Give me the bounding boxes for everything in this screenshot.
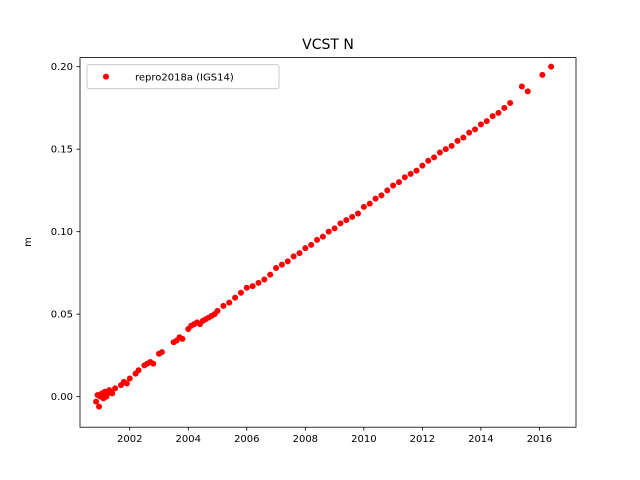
data-point (539, 71, 546, 78)
data-point (123, 380, 130, 387)
data-point (237, 289, 244, 296)
data-point (278, 261, 285, 268)
data-point (255, 279, 262, 286)
data-point (267, 271, 274, 278)
x-tick-label: 2010 (351, 434, 376, 445)
plot-frame (79, 57, 577, 428)
data-point (150, 360, 157, 367)
data-point (395, 179, 402, 186)
data-point (454, 137, 461, 144)
data-point (390, 182, 397, 189)
data-point (477, 121, 484, 128)
data-point (158, 349, 165, 356)
data-point (419, 162, 426, 169)
data-point (96, 403, 103, 410)
data-point (466, 129, 473, 136)
y-axis-label: m (23, 237, 34, 247)
data-point (337, 220, 344, 227)
y-tick-label: 0.00 (51, 392, 73, 403)
data-point (261, 276, 268, 283)
data-point (290, 253, 297, 260)
data-point (501, 104, 508, 111)
data-point (407, 170, 414, 177)
data-point (489, 113, 496, 120)
data-point (518, 83, 525, 90)
data-point (360, 203, 367, 210)
y-tick-label: 0.10 (51, 227, 73, 238)
data-point (366, 200, 373, 207)
x-tick-label: 2008 (293, 434, 318, 445)
data-point (378, 192, 385, 199)
data-point (524, 88, 531, 95)
x-tick-label: 2004 (176, 434, 201, 445)
data-point (302, 245, 309, 252)
data-point (442, 146, 449, 153)
data-point (179, 335, 186, 342)
legend-label: repro2018a (IGS14) (135, 72, 234, 83)
data-point (284, 258, 291, 265)
data-point (243, 284, 250, 291)
data-point (495, 109, 502, 116)
x-axis: 2002 2004 2006 2008 2010 2012 2014 2016 (117, 427, 552, 445)
y-tick-label: 0.20 (51, 62, 73, 73)
data-point (273, 264, 280, 271)
data-point (314, 236, 321, 243)
data-point (325, 228, 332, 235)
x-tick-label: 2012 (410, 434, 435, 445)
x-tick-label: 2006 (234, 434, 259, 445)
data-point (372, 195, 379, 202)
data-point (232, 294, 239, 301)
x-tick-label: 2016 (527, 434, 552, 445)
data-point (135, 367, 142, 374)
chart-title: VCST N (302, 37, 354, 53)
data-point (226, 299, 233, 306)
data-point (436, 149, 443, 156)
data-point (308, 241, 315, 248)
data-point (331, 225, 338, 232)
data-point (431, 154, 438, 161)
data-point (126, 375, 133, 382)
data-point (296, 250, 303, 257)
data-point (249, 283, 256, 290)
data-point (384, 187, 391, 194)
data-point (472, 126, 479, 133)
data-point (343, 217, 350, 224)
data-point (109, 390, 116, 397)
data-point (319, 233, 326, 240)
data-point (354, 210, 361, 217)
y-tick-label: 0.15 (51, 145, 73, 156)
y-axis: 0.00 0.05 0.10 0.15 0.20 (51, 62, 80, 403)
data-point (413, 167, 420, 174)
data-points (93, 63, 555, 410)
x-tick-label: 2014 (468, 434, 493, 445)
legend: repro2018a (IGS14) (86, 64, 280, 90)
plot-area: 2002 2004 2006 2008 2010 2012 2014 2016 0.000.0… (51, 57, 577, 445)
data-point (448, 142, 455, 149)
data-point (483, 118, 490, 125)
data-point (220, 302, 227, 309)
x-tick-label: 2002 (117, 434, 142, 445)
legend-marker (103, 73, 109, 80)
y-tick-label: 0.05 (51, 310, 73, 321)
data-point (507, 99, 514, 106)
data-point (548, 63, 555, 70)
data-point (93, 398, 100, 405)
data-point (460, 134, 467, 141)
data-point (425, 157, 432, 164)
data-point (349, 213, 356, 220)
data-point (112, 385, 119, 392)
legend-box (86, 64, 280, 90)
data-point (214, 307, 221, 314)
data-point (401, 174, 408, 181)
